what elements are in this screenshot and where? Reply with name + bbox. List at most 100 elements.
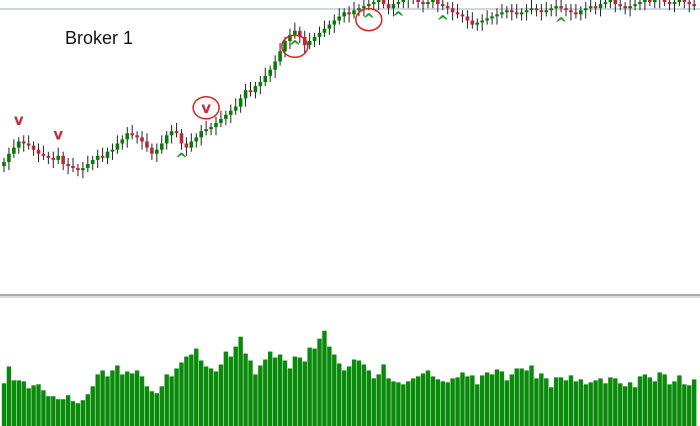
bullish-candle [214,123,218,128]
volume-bar [282,360,288,426]
volume-bar [637,376,643,426]
bullish-candle [652,0,657,3]
bullish-candle [273,61,277,70]
bearish-candle [509,10,514,13]
bearish-candle [184,143,189,148]
bearish-candle [450,8,455,13]
volume-bar [386,378,391,426]
volume-bar [80,400,86,426]
bullish-candle [56,155,61,160]
bullish-candle [317,32,322,37]
volume-bar [346,366,352,426]
volume-bar [445,382,450,426]
bearish-candle [347,12,351,15]
volume-bar [51,396,56,426]
bullish-candle [524,10,529,13]
buy-signal-marker: ^ [289,37,302,55]
volume-bar [672,381,677,426]
bullish-candle [293,30,297,35]
bearish-candle [465,16,470,21]
bullish-candle [238,98,243,107]
bearish-candle [455,12,460,15]
bullish-candle [258,82,263,87]
bearish-candle [248,90,253,93]
volume-bar [312,348,317,426]
bullish-candle [549,8,554,11]
volume-bar [65,395,71,426]
volume-bar [169,376,174,426]
bearish-candle [682,0,687,3]
bearish-candle [687,2,692,5]
volume-bar [632,387,638,426]
volume-bar [499,371,505,426]
chart-title: Broker 1 [65,28,134,48]
volume-bar [120,374,125,426]
volume-bar [613,378,618,426]
volume-bar [174,368,179,426]
bearish-candle [298,30,302,37]
volume-bar [667,384,672,426]
bullish-candle [583,8,588,11]
volume-bar [46,396,51,426]
bullish-candle [431,0,435,3]
volume-bar [514,368,519,426]
bearish-candle [145,141,149,148]
volume-bar [420,373,426,426]
bullish-candle [371,2,376,5]
bullish-candle [362,6,366,9]
volume-bar [56,399,61,426]
volume-bar [410,378,416,426]
volume-bar [302,361,307,426]
bearish-candle [559,6,563,9]
volume-bar [406,381,411,426]
bullish-candle [115,143,120,150]
volume-bar [253,374,258,426]
bullish-candle [95,155,100,160]
bullish-candle [81,168,85,171]
bullish-candle [357,8,361,11]
bullish-candle [579,10,583,15]
volume-bar [277,354,283,426]
bullish-candle [426,2,430,5]
bullish-candle [352,10,356,15]
volume-bar [588,382,593,426]
volume-bar [425,370,431,426]
volume-bar [578,379,584,426]
volume-bar [139,376,145,426]
bearish-candle [61,155,65,164]
bullish-candle [189,141,194,148]
volume-bar [105,376,110,426]
bullish-candle [199,131,203,138]
bullish-candle [263,75,268,82]
bullish-candle [209,127,213,130]
volume-bar [16,380,21,426]
volume-bar [657,372,662,426]
bullish-candle [643,0,647,3]
bullish-candle [228,110,233,115]
volume-bar [322,330,327,426]
volume-bar [647,377,653,426]
volume-bar [415,376,421,426]
volume-bar [164,374,169,426]
volume-bar [687,385,692,426]
bullish-candle [155,149,159,154]
volume-bar [504,380,510,426]
bullish-candle [588,6,593,9]
volume-bar [608,377,613,426]
sell-signal-marker: v [14,111,24,129]
volume-bar [544,378,549,426]
bearish-candle [381,0,386,5]
volume-bar [258,365,263,426]
bullish-candle [268,69,273,76]
volume-bar [129,373,135,426]
buy-signal-marker: ^ [555,15,568,33]
volume-bar [351,359,357,426]
signals-layer: v v ^ v ^ ^ ^ ^ ^ [14,7,568,168]
bullish-candle [278,51,282,62]
volume-bar [60,399,66,426]
bullish-candle [495,14,499,17]
bullish-candle [322,28,327,33]
volume-bar [489,374,495,426]
volume-bar [248,360,253,426]
